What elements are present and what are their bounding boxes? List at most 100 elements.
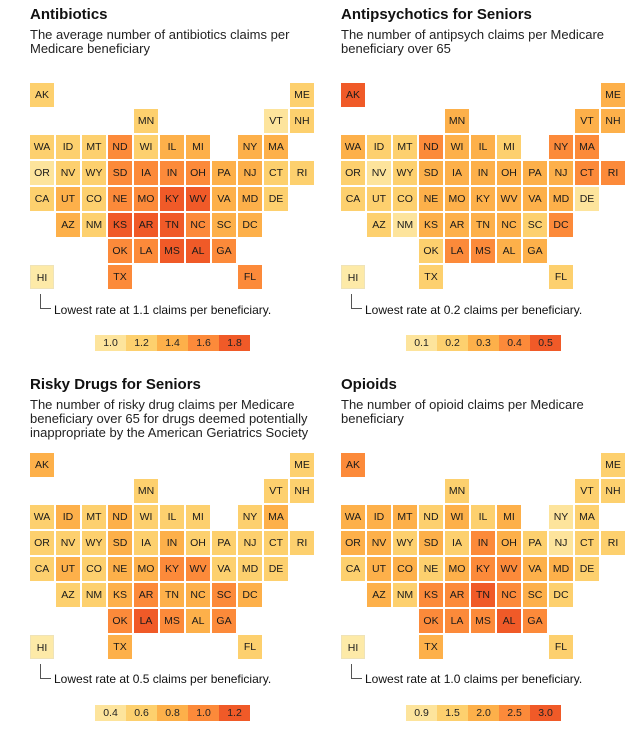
state-tile-md: MD bbox=[549, 557, 573, 581]
state-tile-tx: TX bbox=[419, 265, 443, 289]
panel-risky-drugs: Risky Drugs for Seniors The number of ri… bbox=[30, 370, 330, 740]
state-tile-ct: CT bbox=[575, 161, 599, 185]
state-tile-me: ME bbox=[601, 453, 625, 477]
state-tile-wy: WY bbox=[393, 161, 417, 185]
state-tile-co: CO bbox=[82, 557, 106, 581]
panel-title: Antipsychotics for Seniors bbox=[341, 6, 532, 23]
state-tile-or: OR bbox=[341, 161, 365, 185]
panel-subtitle: The average number of antibiotics claims… bbox=[30, 27, 290, 56]
legend-swatch-5: 1.2 bbox=[219, 705, 250, 721]
state-tile-ks: KS bbox=[419, 583, 443, 607]
state-tile-ny: NY bbox=[549, 505, 573, 529]
state-tile-nm: NM bbox=[393, 213, 417, 237]
state-tile-fl: FL bbox=[549, 265, 573, 289]
state-tile-ia: IA bbox=[134, 161, 158, 185]
state-tile-ia: IA bbox=[445, 531, 469, 555]
state-tile-tn: TN bbox=[471, 213, 495, 237]
state-tile-ok: OK bbox=[419, 609, 443, 633]
state-tile-tn: TN bbox=[471, 583, 495, 607]
state-tile-or: OR bbox=[341, 531, 365, 555]
state-tile-az: AZ bbox=[56, 583, 80, 607]
state-tile-sc: SC bbox=[523, 583, 547, 607]
color-legend: 0.1 0.2 0.3 0.4 0.5 bbox=[406, 335, 561, 351]
state-tile-ny: NY bbox=[238, 505, 262, 529]
state-tile-ma: MA bbox=[264, 505, 288, 529]
state-tile-mi: MI bbox=[186, 135, 210, 159]
state-tile-sd: SD bbox=[108, 161, 132, 185]
state-tile-dc: DC bbox=[238, 583, 262, 607]
state-tile-hi: HI bbox=[341, 265, 365, 289]
state-tile-mo: MO bbox=[445, 187, 469, 211]
state-tile-oh: OH bbox=[497, 531, 521, 555]
state-tile-sd: SD bbox=[108, 531, 132, 555]
state-tile-wy: WY bbox=[82, 161, 106, 185]
state-tile-fl: FL bbox=[238, 635, 262, 659]
state-tile-ma: MA bbox=[264, 135, 288, 159]
state-tile-az: AZ bbox=[367, 213, 391, 237]
state-tile-nj: NJ bbox=[238, 531, 262, 555]
state-tile-id: ID bbox=[56, 505, 80, 529]
state-tile-in: IN bbox=[471, 161, 495, 185]
state-tile-nh: NH bbox=[290, 479, 314, 503]
state-tile-me: ME bbox=[290, 83, 314, 107]
legend-swatch-2: 1.5 bbox=[437, 705, 468, 721]
state-tile-ma: MA bbox=[575, 505, 599, 529]
state-tile-il: IL bbox=[471, 505, 495, 529]
color-legend: 0.4 0.6 0.8 1.0 1.2 bbox=[95, 705, 250, 721]
state-tile-ut: UT bbox=[56, 557, 80, 581]
state-tile-ks: KS bbox=[108, 213, 132, 237]
state-tile-ne: NE bbox=[419, 557, 443, 581]
state-tile-ct: CT bbox=[264, 531, 288, 555]
state-tile-tx: TX bbox=[108, 635, 132, 659]
state-tile-nc: NC bbox=[186, 583, 210, 607]
state-tile-id: ID bbox=[367, 135, 391, 159]
legend-swatch-1: 1.0 bbox=[95, 335, 126, 351]
state-tile-oh: OH bbox=[186, 531, 210, 555]
state-tile-ms: MS bbox=[471, 609, 495, 633]
state-tile-sc: SC bbox=[523, 213, 547, 237]
state-tile-ks: KS bbox=[419, 213, 443, 237]
state-tile-in: IN bbox=[160, 161, 184, 185]
state-tile-ia: IA bbox=[134, 531, 158, 555]
state-tile-la: LA bbox=[445, 239, 469, 263]
state-tile-ok: OK bbox=[419, 239, 443, 263]
legend-swatch-2: 1.2 bbox=[126, 335, 157, 351]
state-tile-ri: RI bbox=[290, 531, 314, 555]
state-tile-ar: AR bbox=[134, 213, 158, 237]
state-tile-me: ME bbox=[290, 453, 314, 477]
state-tile-mt: MT bbox=[82, 505, 106, 529]
state-tile-va: VA bbox=[523, 557, 547, 581]
state-tile-ri: RI bbox=[601, 161, 625, 185]
state-tile-id: ID bbox=[56, 135, 80, 159]
state-tile-mt: MT bbox=[393, 505, 417, 529]
state-tile-de: DE bbox=[264, 187, 288, 211]
state-tile-ga: GA bbox=[212, 239, 236, 263]
state-tile-wy: WY bbox=[393, 531, 417, 555]
state-tile-dc: DC bbox=[238, 213, 262, 237]
state-tile-ny: NY bbox=[549, 135, 573, 159]
legend-swatch-1: 0.1 bbox=[406, 335, 437, 351]
state-tile-ut: UT bbox=[56, 187, 80, 211]
state-tile-wv: WV bbox=[497, 187, 521, 211]
state-tile-ct: CT bbox=[575, 531, 599, 555]
state-tile-ms: MS bbox=[471, 239, 495, 263]
state-tile-co: CO bbox=[393, 557, 417, 581]
state-tile-me: ME bbox=[601, 83, 625, 107]
state-tile-ma: MA bbox=[575, 135, 599, 159]
panel-antipsychotics: Antipsychotics for Seniors The number of… bbox=[341, 0, 640, 370]
state-tile-de: DE bbox=[575, 557, 599, 581]
legend-swatch-1: 0.9 bbox=[406, 705, 437, 721]
state-tile-ak: AK bbox=[30, 453, 54, 477]
state-tile-ky: KY bbox=[160, 557, 184, 581]
state-tile-nh: NH bbox=[601, 479, 625, 503]
state-tile-wv: WV bbox=[497, 557, 521, 581]
state-tile-al: AL bbox=[497, 609, 521, 633]
state-tile-ia: IA bbox=[445, 161, 469, 185]
state-tile-md: MD bbox=[549, 187, 573, 211]
panel-title: Risky Drugs for Seniors bbox=[30, 376, 201, 393]
state-tile-ky: KY bbox=[160, 187, 184, 211]
state-tile-ca: CA bbox=[341, 187, 365, 211]
state-tile-wi: WI bbox=[445, 505, 469, 529]
legend-swatch-5: 1.8 bbox=[219, 335, 250, 351]
state-tile-ri: RI bbox=[290, 161, 314, 185]
